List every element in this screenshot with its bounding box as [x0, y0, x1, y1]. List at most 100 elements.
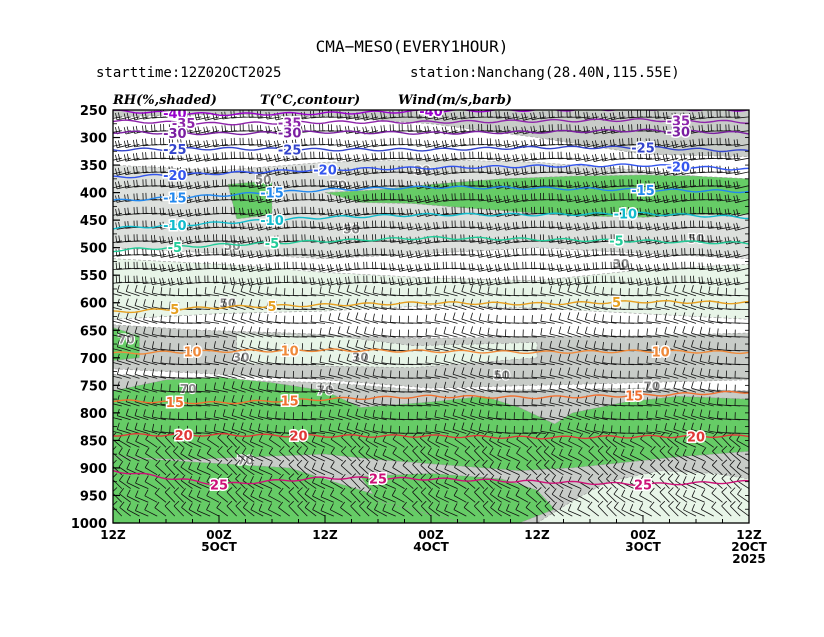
- wind-barb: [717, 287, 732, 297]
- wind-barb: [346, 284, 361, 297]
- wind-barb: [346, 339, 361, 352]
- wind-barb: [526, 459, 538, 476]
- wind-barb: [416, 411, 432, 421]
- y-tick-label: 750: [80, 379, 107, 394]
- wind-barb: [699, 354, 714, 366]
- wind-barb: [222, 422, 237, 434]
- wind-barb: [355, 326, 370, 338]
- temperature-contour-label: 20: [687, 430, 705, 445]
- wind-barb: [736, 447, 749, 462]
- wind-barb: [258, 395, 273, 407]
- wind-barb: [250, 503, 264, 517]
- wind-barb: [567, 504, 582, 517]
- wind-barb: [240, 408, 255, 421]
- wind-barb: [699, 313, 714, 324]
- wind-barb: [461, 298, 476, 310]
- temp-legend-label: T(°C,contour): [260, 93, 360, 108]
- wind-barb: [226, 487, 237, 503]
- wind-barb: [474, 487, 485, 503]
- wind-barb: [691, 284, 705, 297]
- wind-barb: [551, 501, 564, 517]
- wind-barb: [301, 315, 317, 324]
- wind-barb: [711, 459, 723, 476]
- wind-barb: [620, 448, 635, 462]
- wind-barb: [213, 313, 228, 324]
- wind-barb: [543, 446, 555, 462]
- wind-barb: [304, 460, 317, 476]
- wind-barb: [240, 312, 255, 324]
- wind-barb: [567, 312, 582, 324]
- wind-barb: [673, 326, 688, 338]
- wind-barb: [717, 314, 732, 324]
- wind-barb: [567, 381, 582, 393]
- wind-barb: [358, 473, 370, 489]
- wind-barb: [606, 473, 617, 489]
- wind-barb: [328, 354, 343, 366]
- wind-barb: [452, 353, 467, 366]
- wind-barb: [482, 446, 494, 462]
- wind-barb: [734, 370, 749, 379]
- temperature-contours: -40 -40-35 -35 -35-30 -30 -30-25 -25 -25-20 -20-…: [113, 110, 749, 495]
- wind-barb: [435, 462, 449, 476]
- wind-barb: [506, 448, 520, 462]
- rh-region: [536, 470, 749, 523]
- temperature-contour-line: [113, 185, 749, 202]
- wind-barb: [258, 504, 273, 517]
- wind-barb: [628, 412, 644, 421]
- wind-barb: [584, 312, 599, 324]
- wind-barb: [337, 395, 352, 407]
- wind-barb: [350, 445, 361, 462]
- wind-barb: [173, 473, 184, 489]
- wind-barb: [119, 488, 131, 503]
- temperature-contour-label: -35: [278, 117, 302, 132]
- wind-barb: [734, 412, 749, 421]
- wind-barb: [734, 315, 749, 324]
- wind-barb: [279, 446, 290, 462]
- wind-barb: [288, 445, 299, 462]
- wind-barb: [381, 355, 396, 366]
- wind-barb: [258, 354, 273, 366]
- wind-barb: [425, 342, 440, 352]
- wind-barb: [372, 354, 387, 366]
- wind-barb: [551, 447, 564, 462]
- wind-barb: [637, 411, 652, 421]
- wind-barb: [330, 489, 343, 503]
- wind-barb: [567, 326, 582, 338]
- wind-barb: [612, 434, 626, 448]
- wind-barb: [664, 423, 679, 434]
- wind-barb: [125, 284, 140, 297]
- wind-barb: [328, 327, 343, 338]
- wind-barb: [180, 488, 193, 503]
- wind-barb: [358, 446, 370, 462]
- wind-barb: [711, 501, 723, 517]
- wind-barb: [461, 381, 476, 393]
- wind-barb: [733, 167, 749, 176]
- wind-barb: [673, 367, 688, 379]
- wind-barb: [655, 368, 670, 379]
- wind-barb: [535, 500, 547, 517]
- wind-barb: [249, 367, 264, 379]
- rh-contour-label: 50: [493, 368, 510, 382]
- wind-barb: [188, 435, 202, 448]
- wind-barb: [231, 422, 246, 434]
- x-tick-label: 12Z: [312, 528, 338, 542]
- wind-barb: [154, 487, 167, 503]
- wind-barb: [593, 382, 608, 393]
- wind-barb: [204, 383, 220, 393]
- wind-barb: [143, 422, 158, 434]
- wind-barb: [160, 411, 175, 421]
- wind-barb: [540, 341, 555, 352]
- wind-barb: [197, 448, 211, 462]
- wind-barb: [434, 341, 449, 352]
- wind-barb: [425, 328, 440, 338]
- wind-barb: [691, 422, 705, 434]
- station-label: station:Nanchang(28.40N,115.55E): [410, 65, 680, 81]
- x-tick-label: 00Z: [630, 528, 656, 542]
- wind-barb: [242, 447, 255, 462]
- wind-barb: [134, 381, 149, 393]
- wind-barb: [522, 315, 538, 324]
- wind-barb: [522, 412, 538, 421]
- wind-barb: [258, 490, 273, 503]
- wind-barb: [310, 301, 326, 310]
- wind-barb: [470, 353, 485, 366]
